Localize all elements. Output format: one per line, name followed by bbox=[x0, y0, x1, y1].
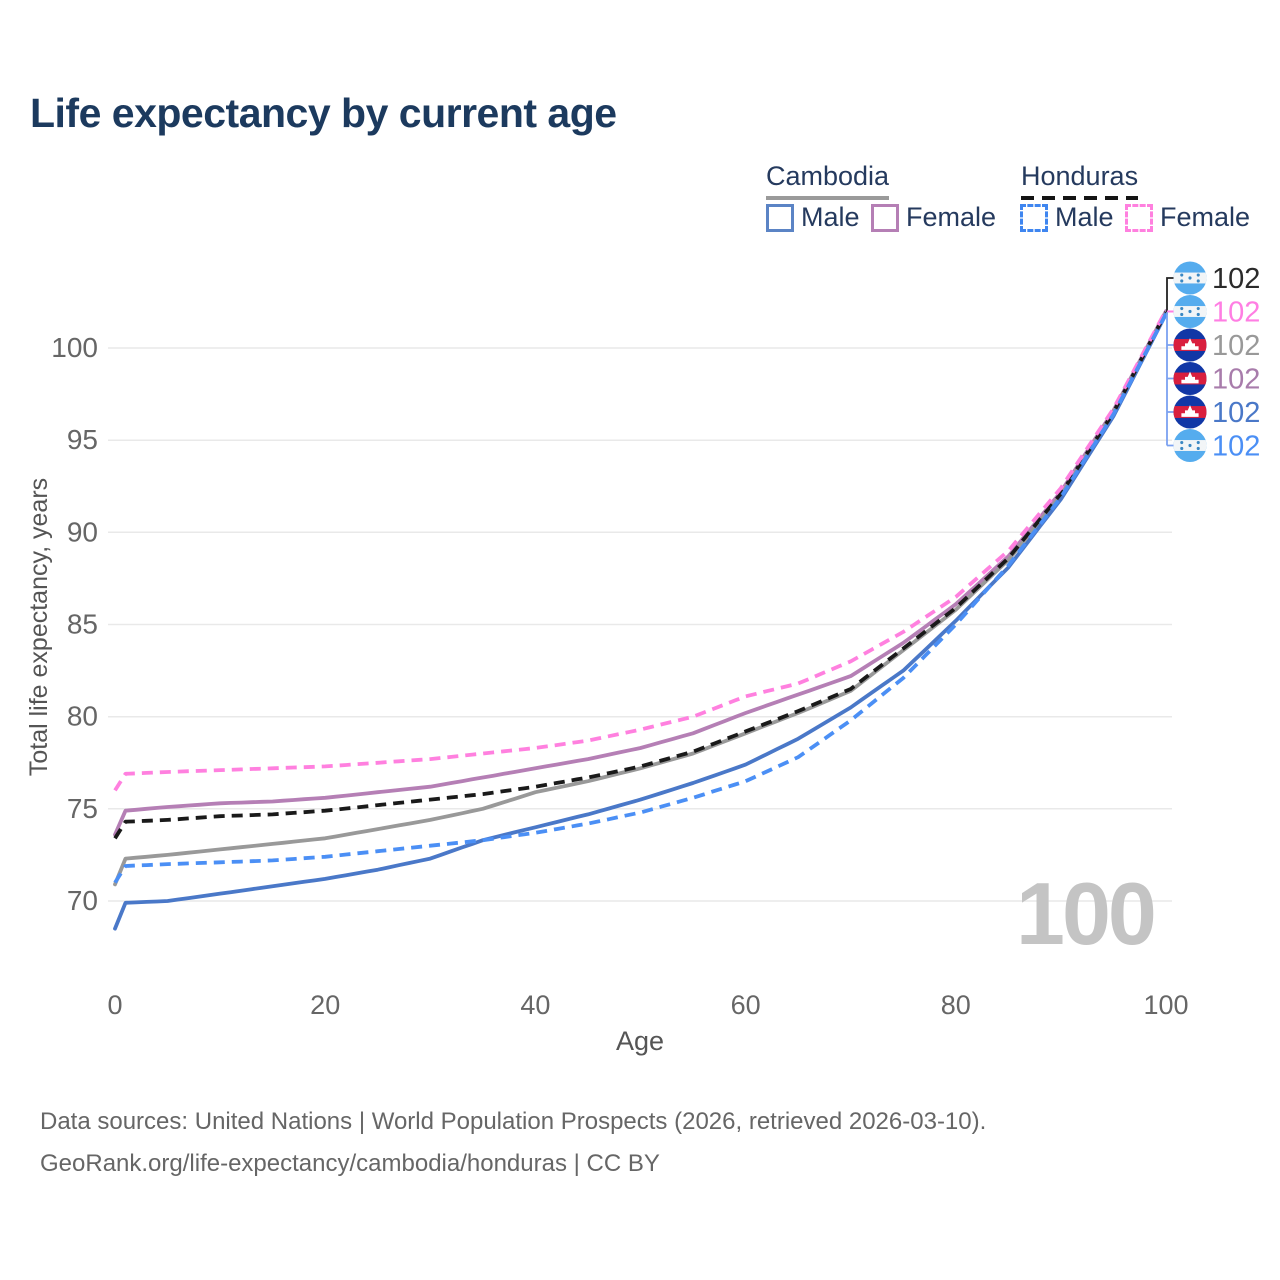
footer-sources: Data sources: United Nations | World Pop… bbox=[40, 1108, 987, 1135]
legend-country-cambodia[interactable]: Cambodia bbox=[766, 161, 890, 191]
y-tick-100: 100 bbox=[51, 332, 98, 363]
legend-underline-honduras bbox=[1021, 196, 1139, 200]
legend-underline-cambodia bbox=[766, 196, 890, 200]
y-tick-95: 95 bbox=[67, 424, 98, 455]
legend-country-honduras[interactable]: Honduras bbox=[1021, 161, 1139, 191]
x-tick-60: 60 bbox=[731, 990, 761, 1020]
y-tick-75: 75 bbox=[67, 793, 98, 824]
legend-label-honduras-female: Female bbox=[1160, 202, 1251, 232]
cambodia-flag-icon bbox=[1173, 362, 1207, 395]
end-label-cambodia-all: 102 bbox=[1173, 328, 1260, 362]
x-axis-title: Age bbox=[616, 1026, 664, 1056]
series-line-honduras-all bbox=[113, 311, 1168, 840]
legend-group-cambodia: Cambodia bbox=[766, 161, 890, 200]
legend-label-cambodia-female: Female bbox=[906, 202, 997, 232]
end-label-honduras-female: 102 bbox=[1173, 295, 1260, 329]
legend-group-honduras: Honduras bbox=[1021, 161, 1139, 200]
series-line-honduras-female bbox=[113, 309, 1168, 792]
page-title: Life expectancy by current age bbox=[30, 90, 617, 136]
series-lines bbox=[113, 309, 1168, 931]
leader-blue-bracket bbox=[1166, 312, 1176, 447]
end-value-label: 102 bbox=[1212, 431, 1260, 463]
end-label-honduras-male: 102 bbox=[1173, 429, 1260, 463]
end-label-honduras-all: 102 bbox=[1173, 261, 1260, 295]
age-watermark: 100 bbox=[1016, 864, 1157, 963]
x-tick-100: 100 bbox=[1143, 990, 1188, 1020]
gridlines bbox=[108, 347, 1172, 902]
x-tick-80: 80 bbox=[941, 990, 971, 1020]
series-line-cambodia-male bbox=[113, 312, 1168, 931]
legend-swatch-cambodia-female[interactable] bbox=[871, 203, 899, 232]
y-tick-90: 90 bbox=[67, 516, 98, 547]
legend-swatch-cambodia-male[interactable] bbox=[766, 203, 794, 232]
honduras-flag-icon bbox=[1173, 429, 1207, 462]
end-value-label: 102 bbox=[1212, 397, 1260, 429]
honduras-flag-icon bbox=[1173, 261, 1207, 295]
end-value-label: 102 bbox=[1212, 297, 1260, 329]
footer-attribution: GeoRank.org/life-expectancy/cambodia/hon… bbox=[40, 1150, 660, 1177]
legend-label-cambodia-male: Male bbox=[801, 202, 860, 232]
end-label-cambodia-male: 102 bbox=[1173, 395, 1260, 429]
cambodia-flag-icon bbox=[1173, 328, 1207, 362]
y-tick-70: 70 bbox=[67, 885, 98, 916]
series-line-honduras-male bbox=[113, 313, 1168, 884]
honduras-flag-icon bbox=[1173, 295, 1207, 328]
y-tick-labels: 70 75 80 85 90 95 100 bbox=[51, 332, 98, 916]
legend-label-honduras-male: Male bbox=[1055, 202, 1114, 232]
end-value-label: 102 bbox=[1212, 263, 1260, 295]
end-value-label: 102 bbox=[1212, 330, 1260, 362]
x-tick-40: 40 bbox=[520, 990, 550, 1020]
leader-black bbox=[1166, 277, 1176, 313]
x-tick-0: 0 bbox=[107, 990, 122, 1020]
legend-item-cambodia-female[interactable]: Female bbox=[871, 202, 996, 233]
y-tick-85: 85 bbox=[67, 609, 98, 640]
y-tick-80: 80 bbox=[67, 701, 98, 732]
series-line-cambodia-female bbox=[113, 309, 1168, 837]
end-value-label: 102 bbox=[1212, 364, 1260, 396]
legend-item-honduras-male[interactable]: Male bbox=[1020, 202, 1114, 233]
leader-lines bbox=[1166, 277, 1176, 447]
legend-swatch-honduras-female[interactable] bbox=[1125, 203, 1153, 232]
legend-swatch-honduras-male[interactable] bbox=[1020, 203, 1048, 232]
end-label-cambodia-female: 102 bbox=[1173, 362, 1260, 396]
cambodia-flag-icon bbox=[1173, 395, 1207, 429]
y-axis-title: Total life expectancy, years bbox=[25, 478, 53, 776]
x-tick-labels: 0 20 40 60 80 100 bbox=[107, 990, 1188, 1020]
x-tick-20: 20 bbox=[310, 990, 340, 1020]
legend-item-honduras-female[interactable]: Female bbox=[1125, 202, 1250, 233]
legend-item-cambodia-male[interactable]: Male bbox=[766, 202, 860, 233]
